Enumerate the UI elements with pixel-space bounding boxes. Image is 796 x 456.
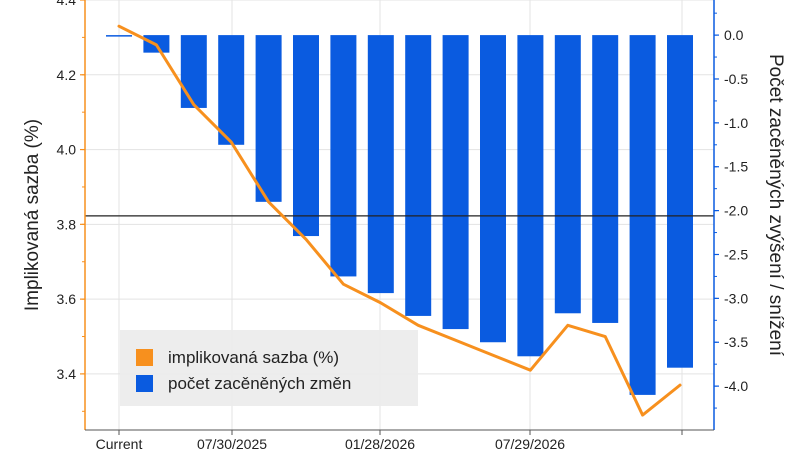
y-right-tick-label: -3.5 (724, 334, 748, 350)
bar (592, 35, 619, 323)
bar-series (106, 35, 693, 395)
legend-box (120, 330, 418, 406)
y-right-tick-label: 0.0 (724, 27, 744, 43)
bar (106, 35, 132, 37)
y-axis-right-label: Počet zacěněných zvýšení / snížení (765, 54, 786, 357)
bar (667, 35, 693, 368)
bar (517, 35, 544, 357)
y-left-tick-label: 3.6 (57, 291, 77, 307)
x-tick-label: 07/29/2026 (495, 436, 565, 452)
y-right-tick-label: -2.0 (724, 203, 748, 219)
bar (255, 35, 282, 202)
legend: implikovaná sazba (%) počet zacěněných z… (120, 330, 418, 406)
x-tick-label: 07/30/2025 (197, 436, 267, 452)
y-axis-left-label: Implikovaná sazba (%) (22, 119, 43, 311)
y-left-tick-label: 4.4 (57, 0, 77, 8)
bar (367, 35, 394, 294)
legend-label-rate: implikovaná sazba (%) (168, 348, 339, 367)
y-left-tick-label: 3.8 (57, 216, 77, 232)
bar (629, 35, 656, 395)
bar (480, 35, 506, 343)
x-tick-label: Current (96, 436, 143, 452)
y-right-tick-label: -0.5 (724, 71, 748, 87)
legend-label-changes: počet zacěněných změn (168, 374, 351, 393)
y-left-tick-label: 4.0 (57, 142, 77, 158)
bar (218, 35, 245, 145)
bar (293, 35, 319, 237)
bar (330, 35, 357, 277)
y-right-tick-label: -2.5 (724, 246, 748, 262)
bar (405, 35, 432, 316)
line-series (117, 24, 682, 417)
bar (442, 35, 469, 330)
bar (180, 35, 207, 108)
x-tick-label: 01/28/2026 (345, 436, 415, 452)
y-left-tick-label: 4.2 (57, 67, 77, 83)
y-right-tick-label: -4.0 (724, 378, 748, 394)
legend-swatch-rate (136, 349, 153, 366)
y-right-tick-label: -1.5 (724, 159, 748, 175)
y-left-tick-label: 3.4 (57, 366, 77, 382)
y-right-tick-label: -3.0 (724, 290, 748, 306)
bar (554, 35, 581, 314)
legend-swatch-changes (136, 375, 153, 392)
rate-line (117, 24, 682, 417)
axes: 3.4 3.6 3.8 4.0 4.2 4.4 0.0 -0.5 -1.0 -1.5 -2.0 -2.… (57, 0, 748, 452)
y-right-tick-label: -1.0 (724, 115, 748, 131)
